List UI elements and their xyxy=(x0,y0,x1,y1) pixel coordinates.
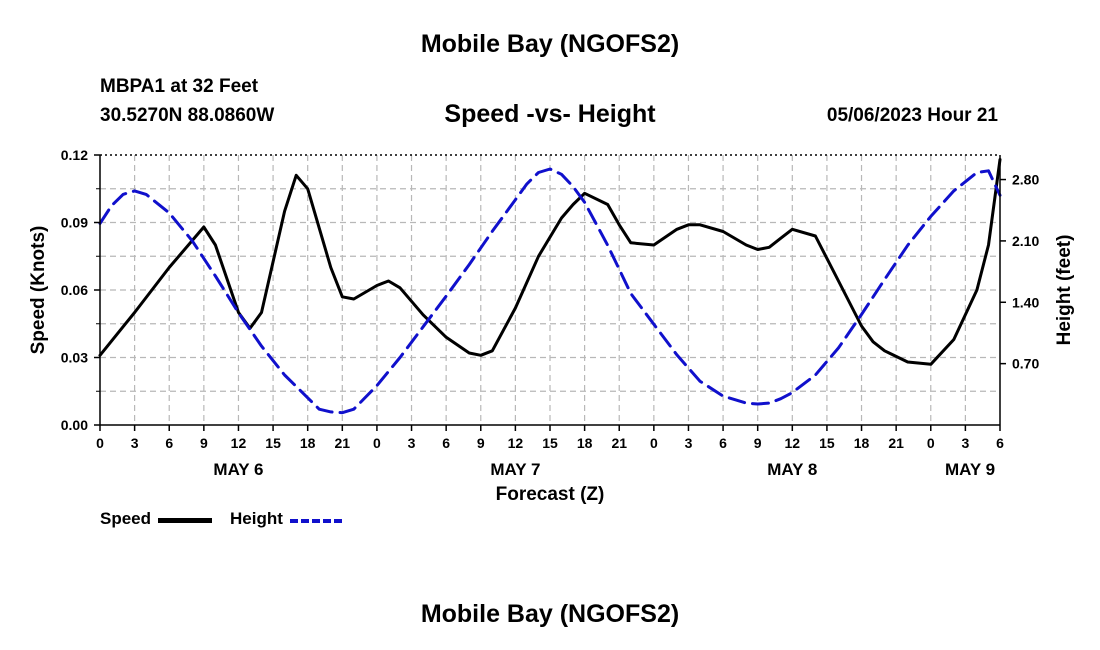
x-tick-label: 12 xyxy=(231,435,247,451)
x-axis-title: Forecast (Z) xyxy=(496,484,605,505)
x-tick-label: 0 xyxy=(373,435,381,451)
x-tick-label: 12 xyxy=(785,435,801,451)
x-tick-label: 21 xyxy=(611,435,627,451)
day-label: MAY 9 xyxy=(945,460,995,479)
y2-tick-label: 2.80 xyxy=(1012,172,1039,188)
series-layer xyxy=(98,158,1002,415)
day-label: MAY 6 xyxy=(213,460,263,479)
speed-height-chart: 0.00 0.03 0.06 0.09 0.12 0.70 1.40 2.10 2.80 0 3 6 9… xyxy=(28,147,1075,505)
x-tick-label: 3 xyxy=(685,435,693,451)
x-tick-label: 0 xyxy=(650,435,658,451)
x-tick-label: 15 xyxy=(542,435,558,451)
y-tick-label: 0.00 xyxy=(61,417,88,433)
x-tick-label: 12 xyxy=(508,435,524,451)
legend-speed-swatch xyxy=(158,518,212,523)
y-tick-label: 0.06 xyxy=(61,282,88,298)
x-tick-label: 6 xyxy=(719,435,727,451)
x-tick-label: 15 xyxy=(819,435,835,451)
x-tick-label: 21 xyxy=(335,435,351,451)
x-tick-label: 9 xyxy=(200,435,208,451)
x-tick-label: 0 xyxy=(96,435,104,451)
station-name: MBPA1 at 32 Feet xyxy=(100,76,259,97)
y-tick-label: 0.12 xyxy=(61,147,88,163)
x-tick-label: 18 xyxy=(300,435,316,451)
page-title: Mobile Bay (NGOFS2) xyxy=(420,30,680,58)
y2-tick-label: 2.10 xyxy=(1012,233,1039,249)
day-label: MAY 8 xyxy=(767,460,817,479)
forecast-timestamp: 05/06/2023 Hour 21 xyxy=(826,105,998,126)
y2-tick-label: 1.40 xyxy=(1012,294,1039,310)
series-line-height xyxy=(98,167,1002,415)
grid-lines xyxy=(100,155,1000,425)
station-coordinates: 30.5270N 88.0860W xyxy=(100,105,275,126)
x-tick-label: 6 xyxy=(996,435,1004,451)
footer-title: Mobile Bay (NGOFS2) xyxy=(420,600,680,628)
legend-speed-label: Speed xyxy=(100,509,152,528)
chart-subtitle: Speed -vs- Height xyxy=(444,100,656,128)
x-tick-label: 15 xyxy=(265,435,281,451)
series-line-speed xyxy=(98,158,1002,366)
x-tick-label: 9 xyxy=(754,435,762,451)
x-tick-label: 3 xyxy=(961,435,969,451)
axis-labels: 0.00 0.03 0.06 0.09 0.12 0.70 1.40 2.10 2.80 0 3 6 9… xyxy=(28,147,1075,505)
y-axis-title: Speed (Knots) xyxy=(28,226,49,355)
x-tick-label: 6 xyxy=(165,435,173,451)
y2-tick-label: 0.70 xyxy=(1012,356,1039,372)
x-tick-label: 18 xyxy=(854,435,870,451)
legend-height-swatch xyxy=(290,519,342,523)
x-tick-label: 6 xyxy=(442,435,450,451)
x-tick-label: 21 xyxy=(888,435,904,451)
x-tick-label: 3 xyxy=(131,435,139,451)
legend-height-label: Height xyxy=(230,509,283,528)
y-tick-label: 0.03 xyxy=(61,350,88,366)
plot-frame xyxy=(94,154,1006,431)
x-tick-label: 0 xyxy=(927,435,935,451)
y2-axis-title: Height (feet) xyxy=(1054,235,1075,346)
x-tick-label: 3 xyxy=(408,435,416,451)
x-tick-label: 9 xyxy=(477,435,485,451)
x-tick-label: 18 xyxy=(577,435,593,451)
day-label: MAY 7 xyxy=(490,460,540,479)
y-tick-label: 0.09 xyxy=(61,215,88,231)
